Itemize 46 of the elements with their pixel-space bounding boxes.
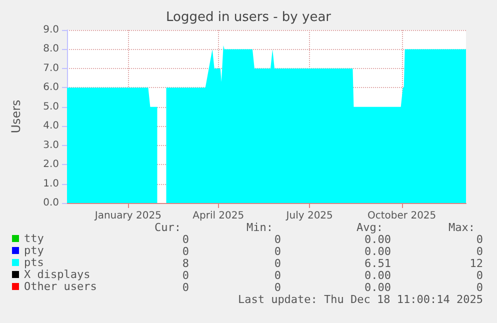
y-tick-label: 5.0 — [43, 101, 59, 112]
text: 0.00 — [364, 281, 391, 294]
y-tick-label: 4.0 — [43, 120, 59, 132]
legend-label: pty — [24, 244, 44, 257]
y-tick-label: 1.0 — [43, 178, 59, 190]
text: Cur: — [154, 221, 181, 234]
text: 6.51 — [364, 257, 391, 270]
text: 0 — [476, 233, 483, 246]
x-tick-label: April 2025 — [192, 210, 244, 222]
text: 0 — [476, 269, 483, 282]
y-tick-label: 6.0 — [43, 82, 59, 94]
y-axis-title: Users — [9, 100, 23, 134]
y-tick-label: 3.0 — [43, 140, 59, 151]
legend-label: X displays — [24, 268, 90, 281]
y-tick-label: 7.0 — [43, 62, 59, 74]
y-tick-label: 0.0 — [43, 198, 59, 208]
text: Last update: Thu Dec 18 11:00:14 2025 — [238, 293, 483, 306]
text: 0 — [182, 281, 189, 294]
y-tick-label: 9.0 — [43, 24, 59, 36]
legend-label: tty — [24, 232, 44, 245]
x-tick-label: October 2025 — [368, 210, 436, 222]
text: 8 — [182, 257, 189, 270]
legend-label: Other users — [24, 280, 97, 293]
text: 0 — [274, 233, 281, 246]
text: 0.00 — [364, 269, 391, 282]
text: 0 — [182, 233, 189, 246]
legend-label: pts — [24, 256, 44, 269]
chart-title: Logged in users - by year — [166, 10, 332, 25]
y-tick-label: 8.0 — [43, 44, 59, 55]
text: 0.00 — [364, 245, 391, 258]
y-tick-label: 2.0 — [43, 159, 59, 170]
text: Avg: — [356, 221, 383, 234]
text: 0 — [274, 245, 281, 258]
text: 0 — [274, 257, 281, 270]
text: 0 — [182, 245, 189, 258]
text: 12 — [470, 257, 483, 270]
text: 0 — [182, 269, 189, 282]
text: 0 — [476, 245, 483, 258]
x-tick-label: July 2025 — [285, 210, 333, 222]
text: Min: — [246, 221, 273, 234]
text: 0 — [476, 281, 483, 294]
text: Max: — [448, 221, 475, 234]
x-tick-label: January 2025 — [94, 210, 162, 222]
text: 0 — [274, 281, 281, 294]
text: 0 — [274, 269, 281, 282]
text: 0.00 — [364, 233, 391, 246]
